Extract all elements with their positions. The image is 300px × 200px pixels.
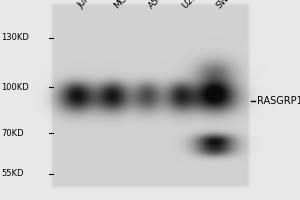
Text: 55KD: 55KD	[2, 170, 24, 178]
Text: SW480: SW480	[214, 0, 243, 10]
Text: Jurkat: Jurkat	[76, 0, 101, 10]
Text: RASGRP1: RASGRP1	[256, 96, 300, 106]
Text: 70KD: 70KD	[2, 129, 24, 138]
Text: 100KD: 100KD	[2, 83, 29, 92]
Text: A549: A549	[147, 0, 170, 10]
Text: U251: U251	[180, 0, 203, 10]
Text: MCF7: MCF7	[112, 0, 136, 10]
Text: 130KD: 130KD	[2, 33, 29, 43]
